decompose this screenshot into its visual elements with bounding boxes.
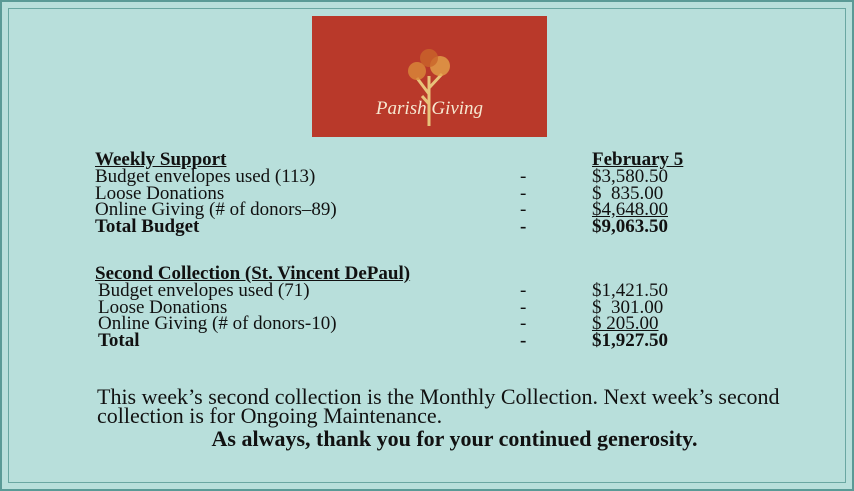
row-label: Loose Donations (98, 296, 228, 318)
row-amount: $1,927.50 (592, 329, 668, 351)
row-label: Online Giving (# of donors–89) (95, 199, 337, 220)
row-dash: - (520, 199, 527, 220)
row-dash: - (520, 280, 527, 301)
row-dash: - (520, 313, 527, 334)
logo-tree (408, 49, 450, 126)
row-amount: $3,580.50 (592, 166, 668, 187)
row-amount: $1,421.50 (592, 280, 668, 301)
row-label: Total (98, 329, 140, 351)
section-heading: Second Collection (St. Vincent DePaul) (95, 263, 411, 284)
row-label: Online Giving (# of donors-10) (98, 313, 337, 334)
logo-text: Parish Giving (375, 98, 484, 119)
row-label: Loose Donations (95, 182, 225, 204)
note: This week’s second collection is the Mon… (97, 384, 780, 428)
row-dash: - (520, 296, 527, 318)
inner-border (8, 8, 846, 483)
logo: Parish Giving (312, 16, 547, 137)
closing: As always, thank you for your continued … (211, 426, 698, 451)
row-amount: $9,063.50 (592, 215, 668, 237)
section-heading: Weekly Support (95, 149, 227, 170)
row-amount: $ 205.00 (592, 313, 659, 334)
row-dash: - (520, 215, 527, 237)
row-label: Budget envelopes used (71) (98, 280, 310, 301)
row-amount: $ 835.00 (592, 182, 664, 204)
row-amount: $ 301.00 (592, 296, 664, 318)
section-date: February 5 (592, 149, 684, 170)
row-dash: - (520, 182, 527, 204)
row-dash: - (520, 166, 527, 187)
row-label: Total Budget (95, 215, 200, 237)
row-amount: $4,648.00 (592, 199, 668, 220)
row-label: Budget envelopes used (113) (95, 166, 316, 187)
row-dash: - (520, 329, 527, 351)
